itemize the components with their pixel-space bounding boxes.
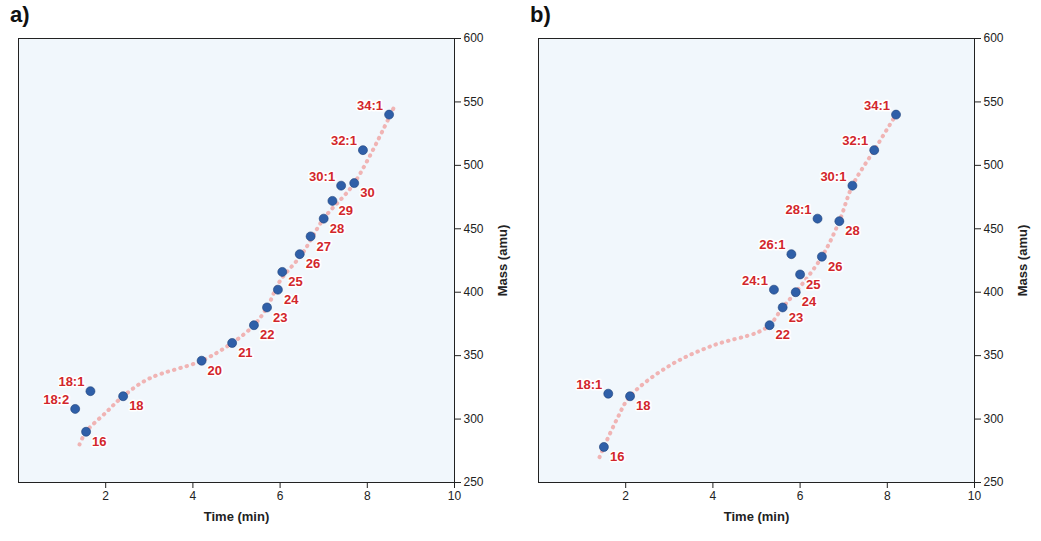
svg-text:2: 2 [102, 489, 109, 503]
svg-text:16: 16 [610, 449, 624, 464]
svg-text:8: 8 [364, 489, 371, 503]
svg-text:Time (min): Time (min) [724, 509, 790, 524]
svg-text:34:1: 34:1 [864, 98, 890, 113]
svg-text:8: 8 [884, 489, 891, 503]
svg-text:22: 22 [776, 327, 790, 342]
svg-text:4: 4 [710, 489, 717, 503]
svg-text:16: 16 [92, 434, 106, 449]
svg-text:10: 10 [968, 489, 982, 503]
svg-text:600: 600 [984, 31, 1004, 45]
svg-text:550: 550 [464, 95, 484, 109]
svg-text:28: 28 [330, 221, 344, 236]
svg-text:30:1: 30:1 [309, 169, 335, 184]
svg-text:400: 400 [464, 285, 484, 299]
svg-text:25: 25 [288, 274, 302, 289]
svg-text:24: 24 [284, 292, 299, 307]
svg-text:22: 22 [260, 327, 274, 342]
svg-text:24: 24 [802, 294, 817, 309]
svg-text:10: 10 [448, 489, 462, 503]
svg-text:4: 4 [190, 489, 197, 503]
svg-text:6: 6 [277, 489, 284, 503]
svg-text:350: 350 [464, 348, 484, 362]
svg-text:25: 25 [806, 277, 820, 292]
svg-text:600: 600 [464, 31, 484, 45]
svg-text:Mass (amu): Mass (amu) [495, 225, 510, 297]
svg-text:34:1: 34:1 [357, 98, 383, 113]
svg-text:18:2: 18:2 [43, 392, 69, 407]
svg-text:18: 18 [636, 398, 650, 413]
svg-text:26: 26 [828, 259, 842, 274]
svg-text:2: 2 [622, 489, 629, 503]
svg-text:18: 18 [129, 398, 143, 413]
svg-text:250: 250 [464, 475, 484, 489]
svg-text:28: 28 [845, 223, 859, 238]
svg-text:450: 450 [464, 222, 484, 236]
svg-text:6: 6 [797, 489, 804, 503]
html-text:b): b) [530, 2, 551, 27]
svg-text:32:1: 32:1 [842, 133, 868, 148]
svg-text:30:1: 30:1 [820, 169, 846, 184]
svg-text:23: 23 [273, 310, 287, 325]
svg-text:450: 450 [984, 222, 1004, 236]
svg-text:21: 21 [238, 345, 252, 360]
svg-text:27: 27 [317, 239, 331, 254]
svg-text:30: 30 [360, 185, 374, 200]
svg-text:20: 20 [208, 363, 222, 378]
svg-text:32:1: 32:1 [331, 133, 357, 148]
svg-text:250: 250 [984, 475, 1004, 489]
svg-text:29: 29 [338, 203, 352, 218]
svg-text:26: 26 [306, 256, 320, 271]
svg-text:300: 300 [464, 412, 484, 426]
svg-text:550: 550 [984, 95, 1004, 109]
svg-text:Time (min): Time (min) [204, 509, 270, 524]
html-text:a): a) [10, 2, 30, 27]
svg-text:18:1: 18:1 [576, 377, 602, 392]
svg-text:24:1: 24:1 [742, 273, 768, 288]
svg-text:26:1: 26:1 [759, 237, 785, 252]
svg-text:23: 23 [789, 310, 803, 325]
svg-text:18:1: 18:1 [58, 374, 84, 389]
svg-text:500: 500 [984, 158, 1004, 172]
svg-text:Mass (amu): Mass (amu) [1015, 225, 1030, 297]
svg-text:350: 350 [984, 348, 1004, 362]
svg-text:28:1: 28:1 [786, 202, 812, 217]
svg-text:300: 300 [984, 412, 1004, 426]
svg-text:500: 500 [464, 158, 484, 172]
svg-text:400: 400 [984, 285, 1004, 299]
